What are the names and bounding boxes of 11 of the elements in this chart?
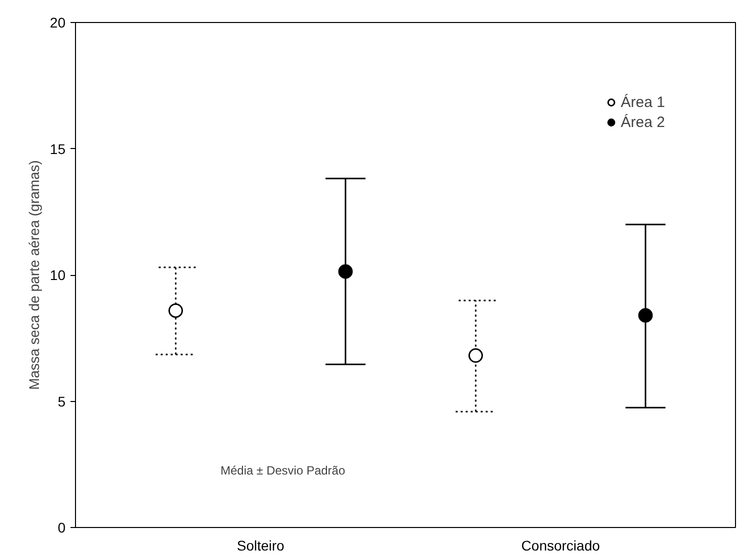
y-tick-label: 5 — [58, 393, 66, 410]
y-tick-label: 15 — [50, 140, 66, 157]
x-tick-label: Consorciado — [521, 538, 600, 554]
x-tick-label: Solteiro — [236, 538, 285, 554]
y-axis-title: Massa seca de parte aérea (gramas) — [26, 160, 42, 390]
y-tick-label: 10 — [50, 267, 66, 283]
y-tick-label: 20 — [50, 14, 66, 30]
y-tick-label: 0 — [58, 520, 66, 536]
annotation: Média ± Desvio Padrão — [220, 464, 346, 478]
legend-label: Área 2 — [620, 114, 665, 130]
legend-label: Área 1 — [620, 94, 665, 110]
